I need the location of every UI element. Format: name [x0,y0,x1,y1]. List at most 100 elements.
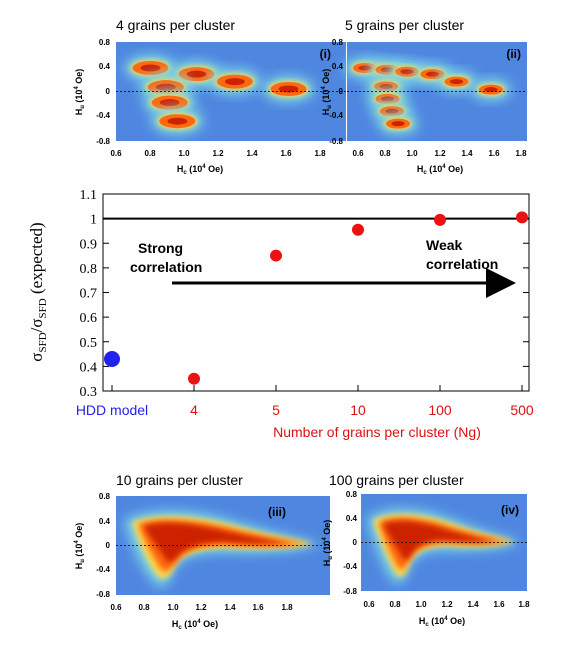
x-axis-label: Hc (104 Oe) [417,164,463,176]
x-tick: 0.8 [144,149,156,158]
tick-mark-layer [103,193,529,392]
peak [208,68,261,95]
y-tick: -0.4 [96,111,110,120]
y-tick: -0.8 [343,587,357,596]
x-tick: 1.8 [314,149,326,158]
peak-core [385,108,399,114]
peak-core [484,87,498,93]
data-point [270,249,282,262]
x-tick: 1.6 [493,600,505,609]
peak [471,78,511,101]
y-tick: 0.4 [99,517,111,526]
annotation-strong-1: Strong [138,240,183,256]
panel-tag: (iii) [268,505,286,519]
y-axis-label: Hu (104 Oe) [74,523,86,570]
panel-plot: (i) [116,42,346,141]
y-tick: -0.4 [343,562,357,571]
x-axis-label: Hc (104 Oe) [177,164,223,176]
peak [262,76,315,103]
y-ticks: 0.8 0.4 0 -0.4 -0.8 [96,492,110,599]
x-tick: 1.8 [518,600,530,609]
peak-core [400,69,414,75]
x-tick: 1.6 [280,149,292,158]
annotation-strong-2: correlation [130,259,202,275]
y-tick: -0.4 [329,111,343,120]
x-tick: 1.2 [195,603,207,612]
peak-core [159,99,180,107]
y-tick-label: 0.7 [80,287,98,302]
y-tick: 0.4 [332,62,344,71]
peak-layer [124,54,315,135]
data-point [516,211,528,224]
y-tick: 0 [106,541,111,550]
panel-iii: 10 grains per cluster (iii) 0.8 0.4 0 -0… [74,472,330,631]
x-tick: 0.6 [352,149,364,158]
x-tick-label: 4 [190,402,198,418]
x-tick: 1.0 [178,149,190,158]
data-point [352,223,364,236]
x-tick: 1.0 [167,603,179,612]
panel-i: 4 grains per cluster (i) 0.8 0.4 0 -0.4 … [74,17,346,176]
panel-title: 4 grains per cluster [116,17,235,33]
y-axis-label: Hu (104 Oe) [74,69,86,116]
y-tick: 0 [353,538,358,547]
y-tick: -0.8 [329,137,343,146]
x-tick-label: HDD model [76,402,148,418]
x-tick: 0.8 [138,603,150,612]
peak [378,112,418,135]
data-point [434,213,446,226]
panel-ii: 5 grains per cluster (ii) 0.8 0.4 0 -0.4… [321,17,527,176]
x-ticks: 0.6 0.8 1.0 1.2 1.4 1.6 1.8 [363,600,530,609]
peak-core [224,78,245,86]
x-axis-label: Number of grains per cluster (Ng) [273,424,481,440]
y-tick: 0 [339,87,344,96]
peak-core [380,96,395,102]
x-tick: 1.4 [467,600,479,609]
panel-plot: (ii) [345,42,527,141]
x-tick: 0.8 [379,149,391,158]
panel-title: 10 grains per cluster [116,472,243,488]
x-tick-layer: HDD model 4 5 10 100 500 [76,402,534,418]
x-tick-label: 5 [272,402,280,418]
y-axis-label: σSFD/σSFD (expected) [27,222,49,361]
data-point [188,372,200,385]
y-tick: 0.8 [99,492,111,501]
y-tick-label: 1 [90,213,97,228]
panel-tag: (ii) [506,47,521,61]
plot-frame [102,193,530,392]
x-tick: 0.6 [110,603,122,612]
y-tick: 0.8 [99,38,111,47]
peak-layer [345,56,511,135]
y-tick-label: 0.8 [80,262,98,277]
y-axis-label: Hu (104 Oe) [321,69,333,116]
x-tick: 1.2 [212,149,224,158]
peak-core [167,117,188,125]
peak-core [449,79,464,85]
y-tick-label: 0.5 [80,336,98,351]
distribution-blob [124,511,321,587]
y-tick-label: 1.1 [80,188,98,203]
peak-core [140,64,161,72]
y-tick: 0.4 [99,62,111,71]
y-tick-label: 0.9 [80,237,98,252]
panel-title: 5 grains per cluster [345,17,464,33]
y-tick: -0.8 [96,137,110,146]
y-tick: 0 [106,87,111,96]
y-tick-label: 0.6 [80,311,98,326]
y-tick: 0.8 [346,490,358,499]
annotation-weak-1: Weak [426,237,463,253]
x-tick: 1.4 [224,603,236,612]
x-ticks: 0.6 0.8 1.0 1.2 1.4 1.6 1.8 [110,603,293,612]
x-tick: 1.6 [488,149,500,158]
data-point [104,350,120,367]
peak-core [425,71,440,77]
peak-core [379,84,393,90]
panel-plot: (iii) [116,496,330,595]
peak-core [391,121,405,127]
y-tick-layer: 0.3 0.4 0.5 0.6 0.7 0.8 0.9 1 1.1 [80,188,98,400]
panel-tag: (iv) [501,503,519,517]
distribution-blob [367,509,521,585]
panel-tag: (i) [320,47,331,61]
x-tick-label: 500 [510,402,534,418]
